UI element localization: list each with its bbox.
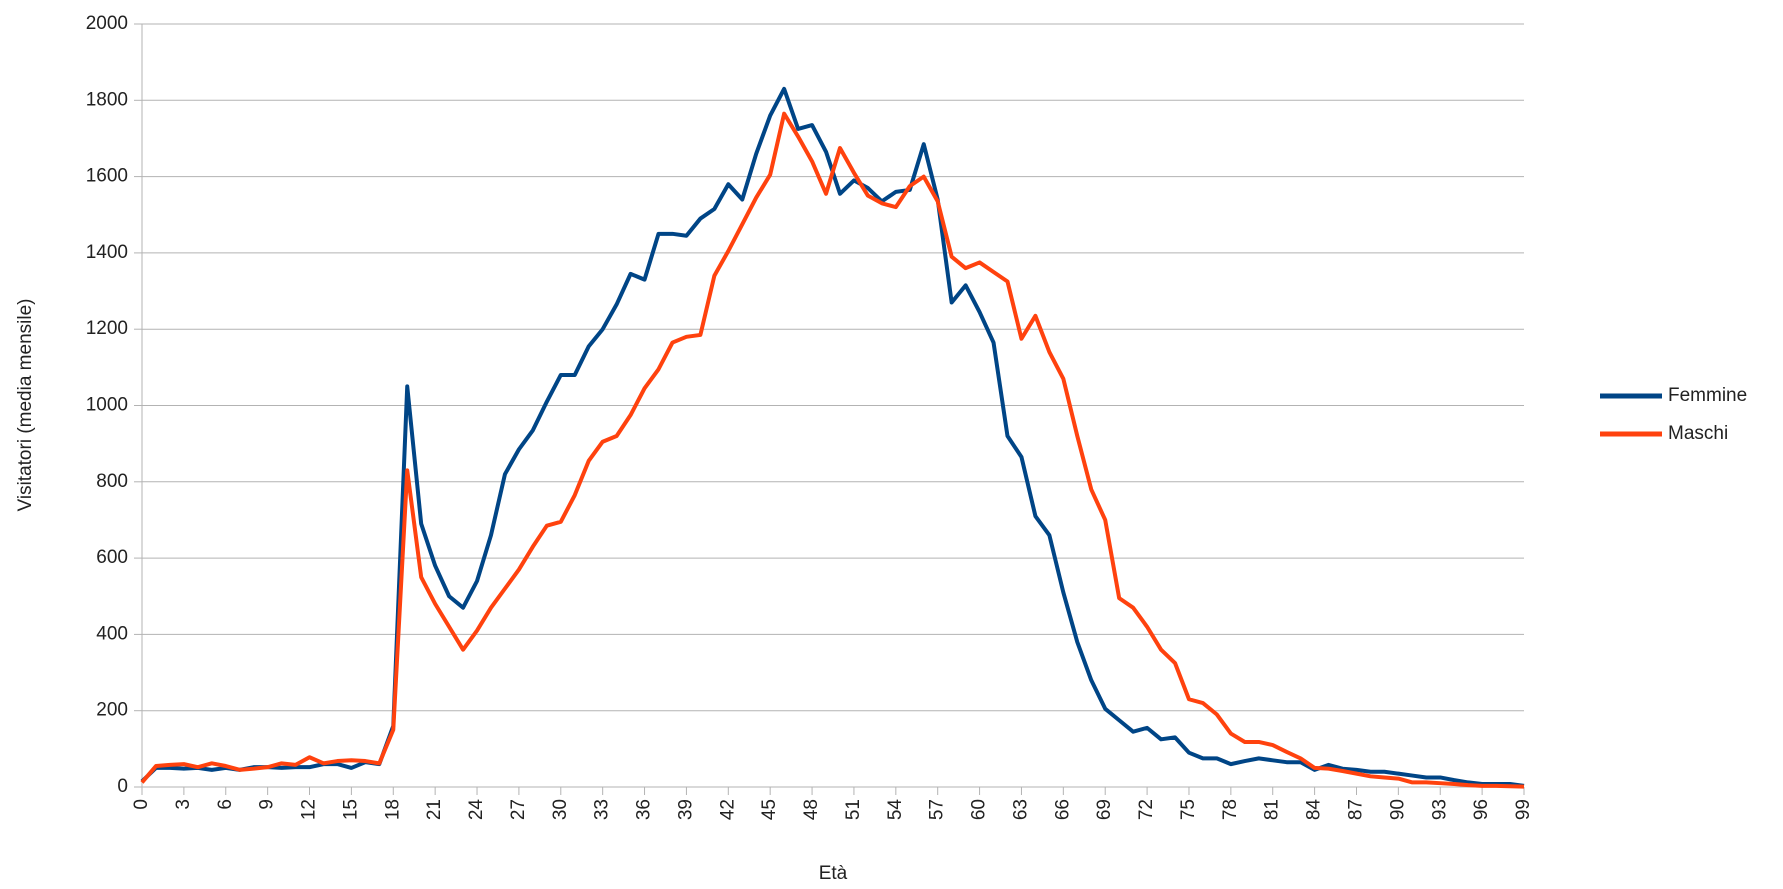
- y-tick-label: 200: [96, 700, 128, 721]
- legend-label: Femmine: [1668, 385, 1747, 406]
- x-tick-label: 18: [382, 799, 403, 820]
- y-tick-label: 1400: [86, 242, 128, 263]
- x-tick-label: 54: [885, 799, 906, 821]
- x-tick-label: 21: [424, 799, 445, 820]
- y-tick-label: 1200: [86, 318, 128, 339]
- x-tick-label: 57: [927, 799, 948, 820]
- x-tick-label: 30: [550, 799, 571, 820]
- x-tick-label: 72: [1136, 799, 1157, 820]
- x-tick-label: 0: [131, 799, 152, 810]
- legend-label: Maschi: [1668, 423, 1728, 444]
- y-tick-label: 600: [96, 547, 128, 568]
- y-tick-label: 1600: [86, 166, 128, 187]
- y-tick-label: 1000: [86, 395, 128, 416]
- x-tick-label: 3: [173, 799, 194, 810]
- x-tick-label: 87: [1346, 799, 1367, 820]
- series-line: [140, 86, 1525, 788]
- y-tick-label: 400: [96, 623, 128, 644]
- x-tick-label: 75: [1178, 799, 1199, 820]
- x-tick-label: 69: [1094, 799, 1115, 820]
- x-tick-label: 66: [1052, 799, 1073, 820]
- x-tick-label: 96: [1471, 799, 1492, 820]
- x-tick-label: 15: [340, 799, 361, 820]
- x-tick-label: 48: [801, 799, 822, 820]
- series-line: [140, 111, 1525, 789]
- x-tick-label: 24: [466, 799, 487, 821]
- x-tick-label: 99: [1513, 799, 1534, 820]
- y-tick-label: 800: [96, 471, 128, 492]
- x-tick-label: 60: [969, 799, 990, 820]
- y-tick-label: 1800: [86, 89, 128, 110]
- x-tick-label: 39: [675, 799, 696, 820]
- x-tick-label: 45: [759, 799, 780, 820]
- x-tick-label: 6: [215, 799, 236, 810]
- x-tick-label: 27: [508, 799, 529, 820]
- y-tick-label: 0: [117, 776, 128, 797]
- x-tick-label: 36: [634, 799, 655, 820]
- y-tick-label: 2000: [86, 13, 128, 34]
- x-tick-label: 51: [843, 799, 864, 820]
- x-tick-label: 42: [717, 799, 738, 820]
- x-tick-label: 33: [592, 799, 613, 820]
- x-tick-label: 78: [1220, 799, 1241, 820]
- x-tick-label: 9: [257, 799, 278, 810]
- x-tick-label: 84: [1304, 799, 1325, 821]
- x-tick-label: 63: [1010, 799, 1031, 820]
- y-axis-label: Visitatori (media mensile): [15, 299, 36, 512]
- x-tick-label: 81: [1262, 799, 1283, 820]
- x-tick-label: 90: [1387, 799, 1408, 820]
- x-tick-label: 93: [1429, 799, 1450, 820]
- x-axis-label: Età: [819, 863, 848, 884]
- x-tick-label: 12: [299, 799, 320, 820]
